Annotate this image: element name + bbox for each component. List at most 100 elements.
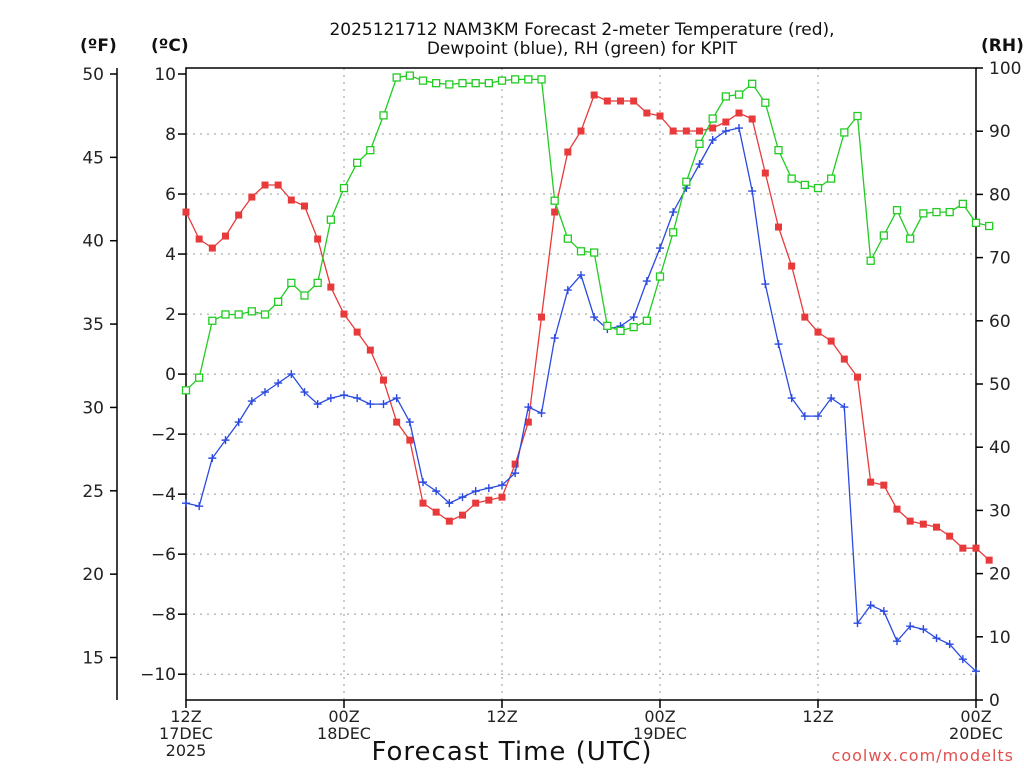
chart-title-line-1: 2025121712 NAM3KM Forecast 2-meter Tempe… <box>329 20 834 40</box>
data-point-dewpoint <box>287 370 296 379</box>
rh-tick-label: 10 <box>989 628 1011 648</box>
chart-title-line-2: Dewpoint (blue), RH (green) for KPIT <box>427 39 738 59</box>
series-line-rh <box>185 74 990 391</box>
celsius-tick-label: 4 <box>165 245 176 265</box>
data-point-rh <box>313 278 322 288</box>
data-point-dewpoint <box>458 493 467 502</box>
data-point-temperature <box>933 523 940 531</box>
data-point-rh <box>734 90 744 99</box>
data-point-rh <box>405 71 414 80</box>
data-point-temperature <box>564 148 572 156</box>
series-line-temperature <box>185 94 990 561</box>
data-point-dewpoint <box>208 454 217 463</box>
data-point-temperature <box>274 181 282 189</box>
data-point-temperature <box>696 127 703 135</box>
data-point-rh <box>497 76 507 85</box>
data-point-dewpoint <box>748 187 757 196</box>
data-point-dewpoint <box>511 469 520 478</box>
data-point-temperature <box>445 517 453 525</box>
data-point-dewpoint <box>787 394 796 403</box>
data-point-rh <box>458 79 467 88</box>
data-point-rh <box>339 183 349 193</box>
data-point-temperature <box>630 97 638 105</box>
data-point-temperature <box>287 196 295 204</box>
data-point-dewpoint <box>590 313 599 322</box>
data-point-temperature <box>485 496 493 504</box>
x-tick-label: 12Z <box>170 707 201 726</box>
data-point-dewpoint <box>498 481 506 490</box>
data-point-rh <box>603 321 612 331</box>
celsius-axis-unit: (ºC) <box>151 36 189 56</box>
data-point-rh <box>932 207 941 217</box>
x-axis-title: Forecast Time (UTC) <box>371 737 652 767</box>
data-point-temperature <box>814 328 822 336</box>
data-point-temperature <box>182 208 190 216</box>
data-point-rh <box>563 234 572 243</box>
data-point-rh <box>537 75 546 84</box>
data-point-rh <box>260 310 270 319</box>
data-point-temperature <box>643 109 651 117</box>
data-point-temperature <box>985 556 993 564</box>
data-point-temperature <box>222 232 229 240</box>
data-point-temperature <box>498 493 506 501</box>
data-point-dewpoint <box>827 394 836 403</box>
data-point-rh <box>985 221 994 231</box>
data-point-temperature <box>208 244 216 252</box>
rh-tick-label: 20 <box>989 565 1011 585</box>
data-point-temperature <box>472 499 480 507</box>
data-point-temperature <box>748 115 756 123</box>
data-point-temperature <box>235 211 243 219</box>
fahrenheit-tick-label: 20 <box>82 565 104 585</box>
data-point-dewpoint <box>563 286 572 295</box>
data-point-rh <box>958 199 967 209</box>
data-point-temperature <box>827 337 835 345</box>
fahrenheit-axis: 50 45 40 35 30 25 20 15 <box>82 65 117 669</box>
data-point-dewpoint <box>814 412 822 421</box>
data-point-dewpoint <box>906 622 915 631</box>
data-point-dewpoint <box>695 160 704 169</box>
data-point-dewpoint <box>379 400 388 409</box>
data-point-dewpoint <box>669 208 678 217</box>
data-point-dewpoint <box>182 499 190 508</box>
data-point-rh <box>274 297 283 306</box>
data-point-temperature <box>195 235 203 243</box>
data-point-temperature <box>788 262 796 270</box>
data-point-temperature <box>603 97 611 105</box>
data-point-temperature <box>340 310 348 318</box>
data-point-dewpoint <box>629 313 638 322</box>
data-point-dewpoint <box>853 619 862 628</box>
data-point-dewpoint <box>221 436 230 445</box>
data-point-temperature <box>248 193 256 201</box>
data-point-temperature <box>327 283 335 291</box>
data-point-rh <box>392 73 401 82</box>
data-point-dewpoint <box>274 379 283 388</box>
data-point-dewpoint <box>774 340 783 349</box>
data-point-temperature <box>617 97 624 105</box>
x-tick-label: 19DEC <box>633 724 687 743</box>
data-point-temperature <box>893 505 901 513</box>
celsius-tick-label: 10 <box>154 65 176 85</box>
data-point-temperature <box>801 313 809 321</box>
data-point-dewpoint <box>972 667 980 676</box>
data-point-temperature <box>551 208 559 216</box>
x-tick-label: 18DEC <box>317 724 371 743</box>
data-point-dewpoint <box>392 394 401 403</box>
data-point-dewpoint <box>195 502 204 511</box>
x-tick-label: 00Z <box>328 707 359 726</box>
data-point-temperature <box>314 235 322 243</box>
data-point-temperature <box>261 181 269 189</box>
data-point-temperature <box>656 112 664 120</box>
fahrenheit-tick-label: 45 <box>82 148 104 168</box>
data-point-rh <box>721 92 730 101</box>
data-point-dewpoint <box>524 403 533 412</box>
celsius-tick-label: 0 <box>165 365 176 385</box>
data-point-temperature <box>577 127 585 135</box>
data-point-rh <box>590 248 599 257</box>
x-tick-label: 12Z <box>486 707 517 726</box>
data-point-rh <box>655 272 665 281</box>
data-point-rh <box>827 174 836 183</box>
data-point-temperature <box>709 124 717 132</box>
data-point-rh <box>748 79 757 88</box>
celsius-tick-label: 6 <box>165 185 176 205</box>
